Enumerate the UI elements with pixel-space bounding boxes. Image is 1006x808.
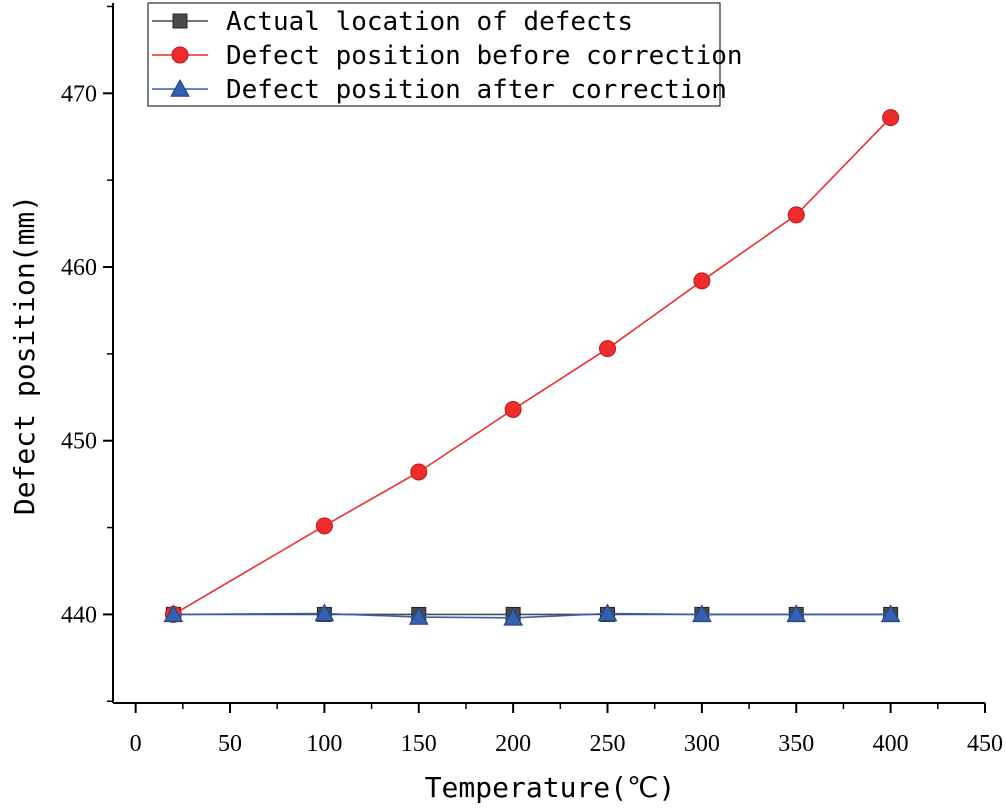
series-layer bbox=[163, 109, 901, 626]
legend-marker-2 bbox=[170, 78, 190, 97]
y-tick-label-440: 440 bbox=[61, 602, 97, 628]
legend-label-1: Defect position before correction bbox=[226, 41, 743, 71]
legend-box bbox=[147, 2, 721, 107]
legend-marker-1 bbox=[171, 46, 189, 64]
series-1-point-2 bbox=[410, 463, 428, 481]
series-2-point-0 bbox=[163, 604, 184, 623]
series-2-point-5 bbox=[692, 604, 712, 623]
axes bbox=[112, 3, 985, 704]
series-1 bbox=[164, 109, 900, 623]
legend: Actual location of defects Defect positio… bbox=[147, 2, 743, 107]
series-line-1 bbox=[172, 117, 892, 616]
series-2 bbox=[163, 603, 901, 626]
series-1-point-5 bbox=[693, 272, 711, 290]
x-tick-label-300: 300 bbox=[684, 731, 720, 757]
series-2-point-3 bbox=[503, 607, 523, 626]
series-1-point-3 bbox=[504, 400, 522, 418]
legend-label-2: Defect position after correction bbox=[226, 75, 727, 105]
series-line-2 bbox=[173, 612, 891, 619]
series-1-point-4 bbox=[599, 340, 617, 358]
series-1-point-7 bbox=[882, 109, 900, 127]
series-2-point-6 bbox=[786, 604, 807, 623]
series-2-point-4 bbox=[597, 603, 618, 622]
legend-label-0: Actual location of defects bbox=[226, 7, 633, 37]
x-tick-label-100: 100 bbox=[306, 731, 342, 757]
y-tick-label-450: 450 bbox=[61, 429, 97, 455]
x-tick-label-50: 50 bbox=[218, 731, 242, 757]
x-axis-title: Temperature(℃) bbox=[425, 771, 676, 804]
y-tick-label-460: 460 bbox=[61, 255, 97, 281]
y-axis-title: Defect position(mm) bbox=[8, 195, 41, 515]
series-2-point-1 bbox=[314, 603, 335, 622]
x-tick-label-400: 400 bbox=[873, 731, 909, 757]
y-tick-label-470: 470 bbox=[61, 81, 97, 107]
x-tick-label-450: 450 bbox=[967, 731, 1003, 757]
x-tick-label-150: 150 bbox=[401, 731, 437, 757]
series-2-point-2 bbox=[408, 606, 429, 625]
series-2-point-7 bbox=[880, 604, 901, 623]
x-tick-label-350: 350 bbox=[778, 731, 814, 757]
series-1-point-1 bbox=[315, 517, 333, 535]
series-1-point-6 bbox=[787, 206, 805, 224]
legend-marker-0 bbox=[172, 13, 188, 29]
x-tick-label-200: 200 bbox=[495, 731, 531, 757]
x-tick-label-250: 250 bbox=[590, 731, 626, 757]
ticks: 0 50 100 150 200 250 300 350 400 450 440 450 460 470 bbox=[61, 5, 1003, 757]
x-tick-label-0: 0 bbox=[130, 731, 142, 757]
